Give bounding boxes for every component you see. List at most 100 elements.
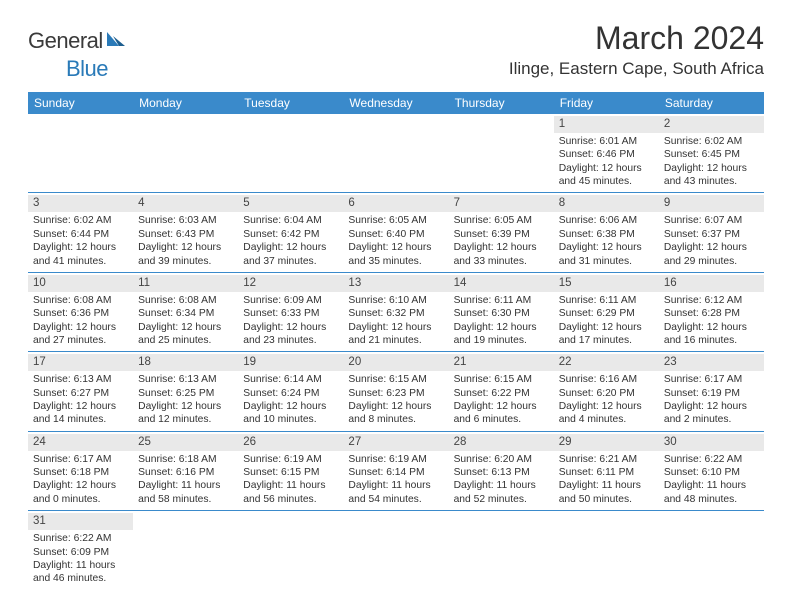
day-text: Sunrise: 6:04 AMSunset: 6:42 PMDaylight:… [243, 214, 338, 268]
dow-cell: Wednesday [343, 92, 448, 114]
day-cell: 6 Sunrise: 6:05 AMSunset: 6:40 PMDaylight… [343, 193, 448, 271]
daynum-row: 19 [238, 354, 343, 371]
weeks-container: 1Sunrise: 6:01 AMSunset: 6:46 PMDaylight… [28, 114, 764, 590]
daynum-row: 9 [659, 195, 764, 212]
day-cell: 25Sunrise: 6:18 AMSunset: 6:16 PMDayligh… [133, 432, 238, 510]
day-number: 6 [348, 197, 354, 209]
day-cell: 18 Sunrise: 6:13 AMSunset: 6:25 PMDayligh… [133, 352, 238, 430]
dow-cell: Tuesday [238, 92, 343, 114]
daynum-row: 17 [28, 354, 133, 371]
daynum-row: 11 [133, 275, 238, 292]
day-cell: 21Sunrise: 6:15 AMSunset: 6:22 PMDayligh… [449, 352, 554, 430]
dow-row: SundayMondayTuesdayWednesdayThursdayFrid… [28, 92, 764, 114]
day-text: Sunrise: 6:14 AMSunset: 6:24 PMDaylight:… [243, 373, 338, 427]
daynum-row: 23 [659, 354, 764, 371]
day-number: 26 [243, 436, 256, 448]
week-row: 31Sunrise: 6:22 AMSunset: 6:09 PMDayligh… [28, 511, 764, 589]
day-text: Sunrise: 6:13 AMSunset: 6:27 PMDaylight:… [33, 373, 128, 427]
day-cell: 14Sunrise: 6:11 AMSunset: 6:30 PMDayligh… [449, 273, 554, 351]
day-number: 4 [138, 197, 144, 209]
logo: GeneralBlue [28, 28, 127, 82]
day-number: 5 [243, 197, 249, 209]
week-row: 3 Sunrise: 6:02 AMSunset: 6:44 PMDaylight… [28, 193, 764, 272]
day-text: Sunrise: 6:20 AMSunset: 6:13 PMDaylight:… [454, 453, 549, 507]
sail-icon [105, 28, 127, 54]
day-number: 1 [559, 118, 565, 130]
day-number: 20 [348, 356, 361, 368]
daynum-row: 22 [554, 354, 659, 371]
day-cell: 13Sunrise: 6:10 AMSunset: 6:32 PMDayligh… [343, 273, 448, 351]
day-text: Sunrise: 6:15 AMSunset: 6:23 PMDaylight:… [348, 373, 443, 427]
dow-cell: Monday [133, 92, 238, 114]
day-number: 19 [243, 356, 256, 368]
daynum-row: 2 [659, 116, 764, 133]
day-cell [554, 511, 659, 589]
month-title: March 2024 [509, 20, 764, 57]
day-cell: 1Sunrise: 6:01 AMSunset: 6:46 PMDaylight… [554, 114, 659, 192]
daynum-row: 18 [133, 354, 238, 371]
day-text: Sunrise: 6:12 AMSunset: 6:28 PMDaylight:… [664, 294, 759, 348]
calendar: SundayMondayTuesdayWednesdayThursdayFrid… [28, 92, 764, 590]
day-cell: 9 Sunrise: 6:07 AMSunset: 6:37 PMDaylight… [659, 193, 764, 271]
day-number: 21 [454, 356, 467, 368]
daynum-row: 31 [28, 513, 133, 530]
day-text: Sunrise: 6:08 AMSunset: 6:36 PMDaylight:… [33, 294, 128, 348]
day-number: 3 [33, 197, 39, 209]
daynum-row: 1 [554, 116, 659, 133]
day-cell [343, 511, 448, 589]
day-cell: 28 Sunrise: 6:20 AMSunset: 6:13 PMDayligh… [449, 432, 554, 510]
day-cell [133, 114, 238, 192]
day-cell: 17 Sunrise: 6:13 AMSunset: 6:27 PMDayligh… [28, 352, 133, 430]
dow-cell: Thursday [449, 92, 554, 114]
day-text: Sunrise: 6:06 AMSunset: 6:38 PMDaylight:… [559, 214, 654, 268]
day-number: 31 [33, 515, 46, 527]
day-number: 12 [243, 277, 256, 289]
day-cell [238, 511, 343, 589]
day-cell: 2 Sunrise: 6:02 AMSunset: 6:45 PMDaylight… [659, 114, 764, 192]
day-cell: 3 Sunrise: 6:02 AMSunset: 6:44 PMDaylight… [28, 193, 133, 271]
day-number: 23 [664, 356, 677, 368]
day-text: Sunrise: 6:07 AMSunset: 6:37 PMDaylight:… [664, 214, 759, 268]
daynum-row: 16 [659, 275, 764, 292]
day-cell: 12 Sunrise: 6:09 AMSunset: 6:33 PMDayligh… [238, 273, 343, 351]
day-number: 9 [664, 197, 670, 209]
day-text: Sunrise: 6:21 AMSunset: 6:11 PMDaylight:… [559, 453, 654, 507]
daynum-row: 10 [28, 275, 133, 292]
week-row: 24Sunrise: 6:17 AMSunset: 6:18 PMDayligh… [28, 432, 764, 511]
day-text: Sunrise: 6:16 AMSunset: 6:20 PMDaylight:… [559, 373, 654, 427]
day-cell: 16 Sunrise: 6:12 AMSunset: 6:28 PMDayligh… [659, 273, 764, 351]
day-text: Sunrise: 6:09 AMSunset: 6:33 PMDaylight:… [243, 294, 338, 348]
day-number: 8 [559, 197, 565, 209]
daynum-row: 29 [554, 434, 659, 451]
day-cell [238, 114, 343, 192]
day-text: Sunrise: 6:11 AMSunset: 6:30 PMDaylight:… [454, 294, 549, 348]
day-number: 28 [454, 436, 467, 448]
week-row: 10 Sunrise: 6:08 AMSunset: 6:36 PMDayligh… [28, 273, 764, 352]
day-number: 15 [559, 277, 572, 289]
day-number: 13 [348, 277, 361, 289]
day-cell [659, 511, 764, 589]
day-cell [28, 114, 133, 192]
daynum-row: 12 [238, 275, 343, 292]
day-text: Sunrise: 6:19 AMSunset: 6:14 PMDaylight:… [348, 453, 443, 507]
day-cell: 10 Sunrise: 6:08 AMSunset: 6:36 PMDayligh… [28, 273, 133, 351]
day-number: 17 [33, 356, 46, 368]
day-number: 22 [559, 356, 572, 368]
day-text: Sunrise: 6:05 AMSunset: 6:39 PMDaylight:… [454, 214, 549, 268]
daynum-row: 27 [343, 434, 448, 451]
day-cell: 19 Sunrise: 6:14 AMSunset: 6:24 PMDayligh… [238, 352, 343, 430]
daynum-row: 3 [28, 195, 133, 212]
dow-cell: Sunday [28, 92, 133, 114]
day-text: Sunrise: 6:08 AMSunset: 6:34 PMDaylight:… [138, 294, 233, 348]
day-cell [449, 114, 554, 192]
day-text: Sunrise: 6:22 AMSunset: 6:10 PMDaylight:… [664, 453, 759, 507]
week-row: 17 Sunrise: 6:13 AMSunset: 6:27 PMDayligh… [28, 352, 764, 431]
title-block: March 2024 Ilinge, Eastern Cape, South A… [509, 20, 764, 79]
daynum-row: 30 [659, 434, 764, 451]
day-text: Sunrise: 6:13 AMSunset: 6:25 PMDaylight:… [138, 373, 233, 427]
day-text: Sunrise: 6:05 AMSunset: 6:40 PMDaylight:… [348, 214, 443, 268]
logo-blue: Blue [66, 56, 108, 81]
day-text: Sunrise: 6:02 AMSunset: 6:45 PMDaylight:… [664, 135, 759, 189]
day-text: Sunrise: 6:02 AMSunset: 6:44 PMDaylight:… [33, 214, 128, 268]
daynum-row: 7 [449, 195, 554, 212]
